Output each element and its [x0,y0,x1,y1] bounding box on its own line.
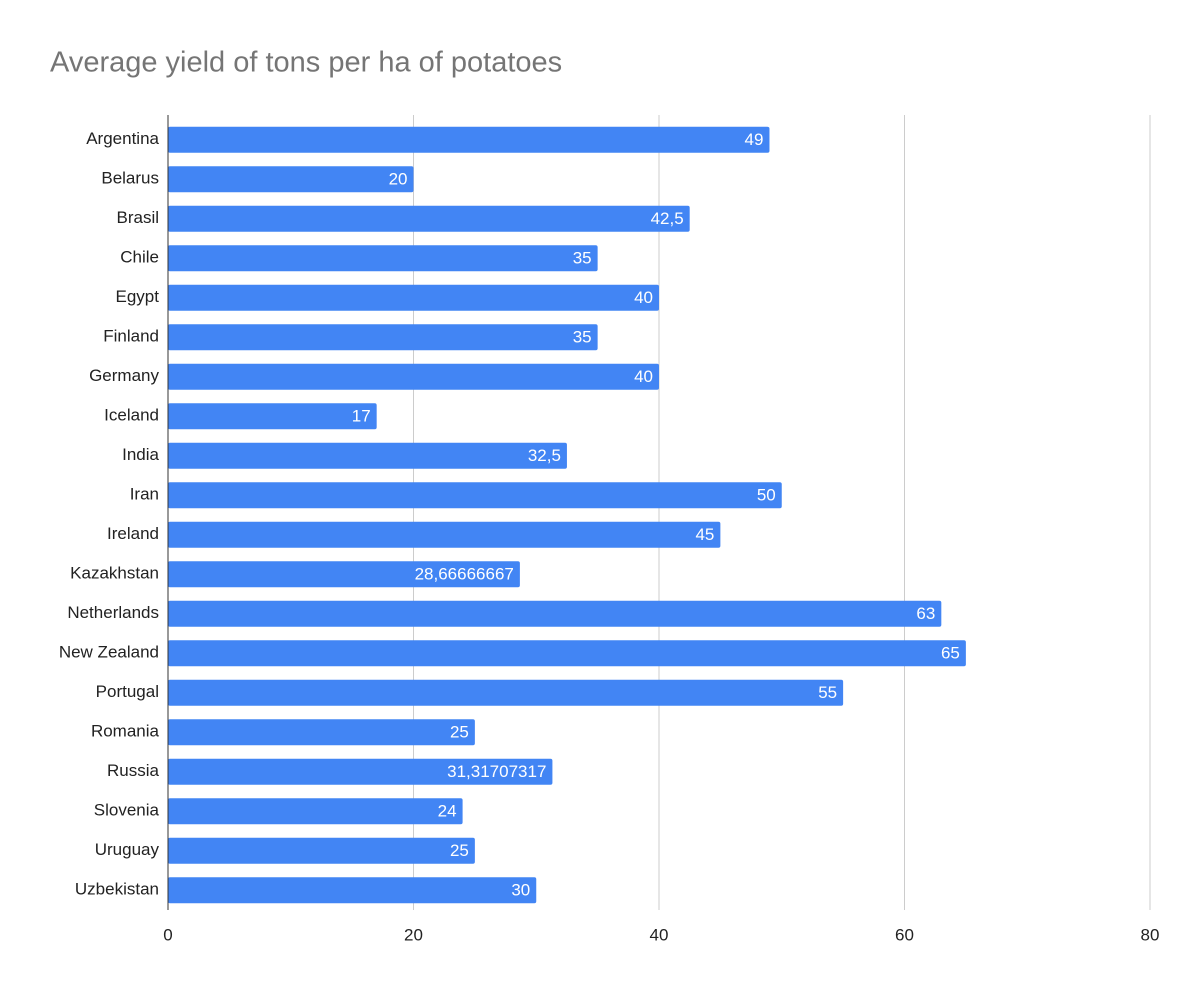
y-tick-label: Slovenia [94,801,160,820]
x-tick-label: 0 [163,925,172,944]
bar [168,363,659,390]
bar [168,758,553,785]
value-label: 55 [818,683,837,702]
value-label: 40 [634,367,653,386]
x-tick-label: 80 [1141,925,1160,944]
bar [168,284,659,311]
y-tick-label: Iran [130,485,159,504]
value-label: 42,5 [651,209,684,228]
bar [168,798,463,825]
bar [168,245,598,272]
y-tick-label: Germany [89,366,159,385]
x-tick-label: 20 [404,925,423,944]
bar [168,877,537,904]
y-tick-label: Romania [91,722,160,741]
value-label: 40 [634,288,653,307]
y-tick-label: Argentina [86,129,159,148]
x-tick-label: 40 [650,925,669,944]
y-tick-label: Belarus [101,169,159,188]
value-label: 25 [450,841,469,860]
value-label: 28,66666667 [415,565,514,584]
y-tick-label: India [122,445,159,464]
bar [168,561,520,588]
bar [168,600,942,627]
y-tick-label: Uruguay [95,840,160,859]
bar [168,679,844,706]
y-tick-label: Ireland [107,524,159,543]
bar [168,482,782,509]
y-tick-label: Uzbekistan [75,880,159,899]
value-label: 17 [352,407,371,426]
bar [168,837,475,864]
value-label: 35 [573,249,592,268]
x-tick-label: 60 [895,925,914,944]
y-tick-label: Finland [103,327,159,346]
chart-title: Average yield of tons per ha of potatoes [50,47,562,79]
y-tick-label: Kazakhstan [70,564,159,583]
bar [168,521,721,548]
value-label: 35 [573,328,592,347]
bar [168,719,475,746]
value-label: 49 [745,130,764,149]
value-label: 45 [695,525,714,544]
value-label: 32,5 [528,446,561,465]
value-label: 50 [757,486,776,505]
y-tick-label: Netherlands [67,603,159,622]
y-tick-label: Russia [107,761,160,780]
value-label: 31,31707317 [447,762,546,781]
y-tick-label: Brasil [116,208,159,227]
value-label: 24 [438,802,457,821]
bar [168,442,567,469]
y-tick-label: Chile [120,248,159,267]
bar [168,166,414,193]
y-tick-label: Iceland [104,406,159,425]
bar [168,403,377,430]
bar [168,126,770,153]
value-label: 30 [511,881,530,900]
bar [168,205,690,232]
value-label: 65 [941,644,960,663]
value-label: 63 [916,604,935,623]
y-tick-label: Egypt [116,287,160,306]
y-tick-label: New Zealand [59,643,159,662]
value-label: 25 [450,723,469,742]
bar [168,640,966,667]
y-tick-label: Portugal [96,682,159,701]
bar [168,324,598,351]
value-label: 20 [389,170,408,189]
